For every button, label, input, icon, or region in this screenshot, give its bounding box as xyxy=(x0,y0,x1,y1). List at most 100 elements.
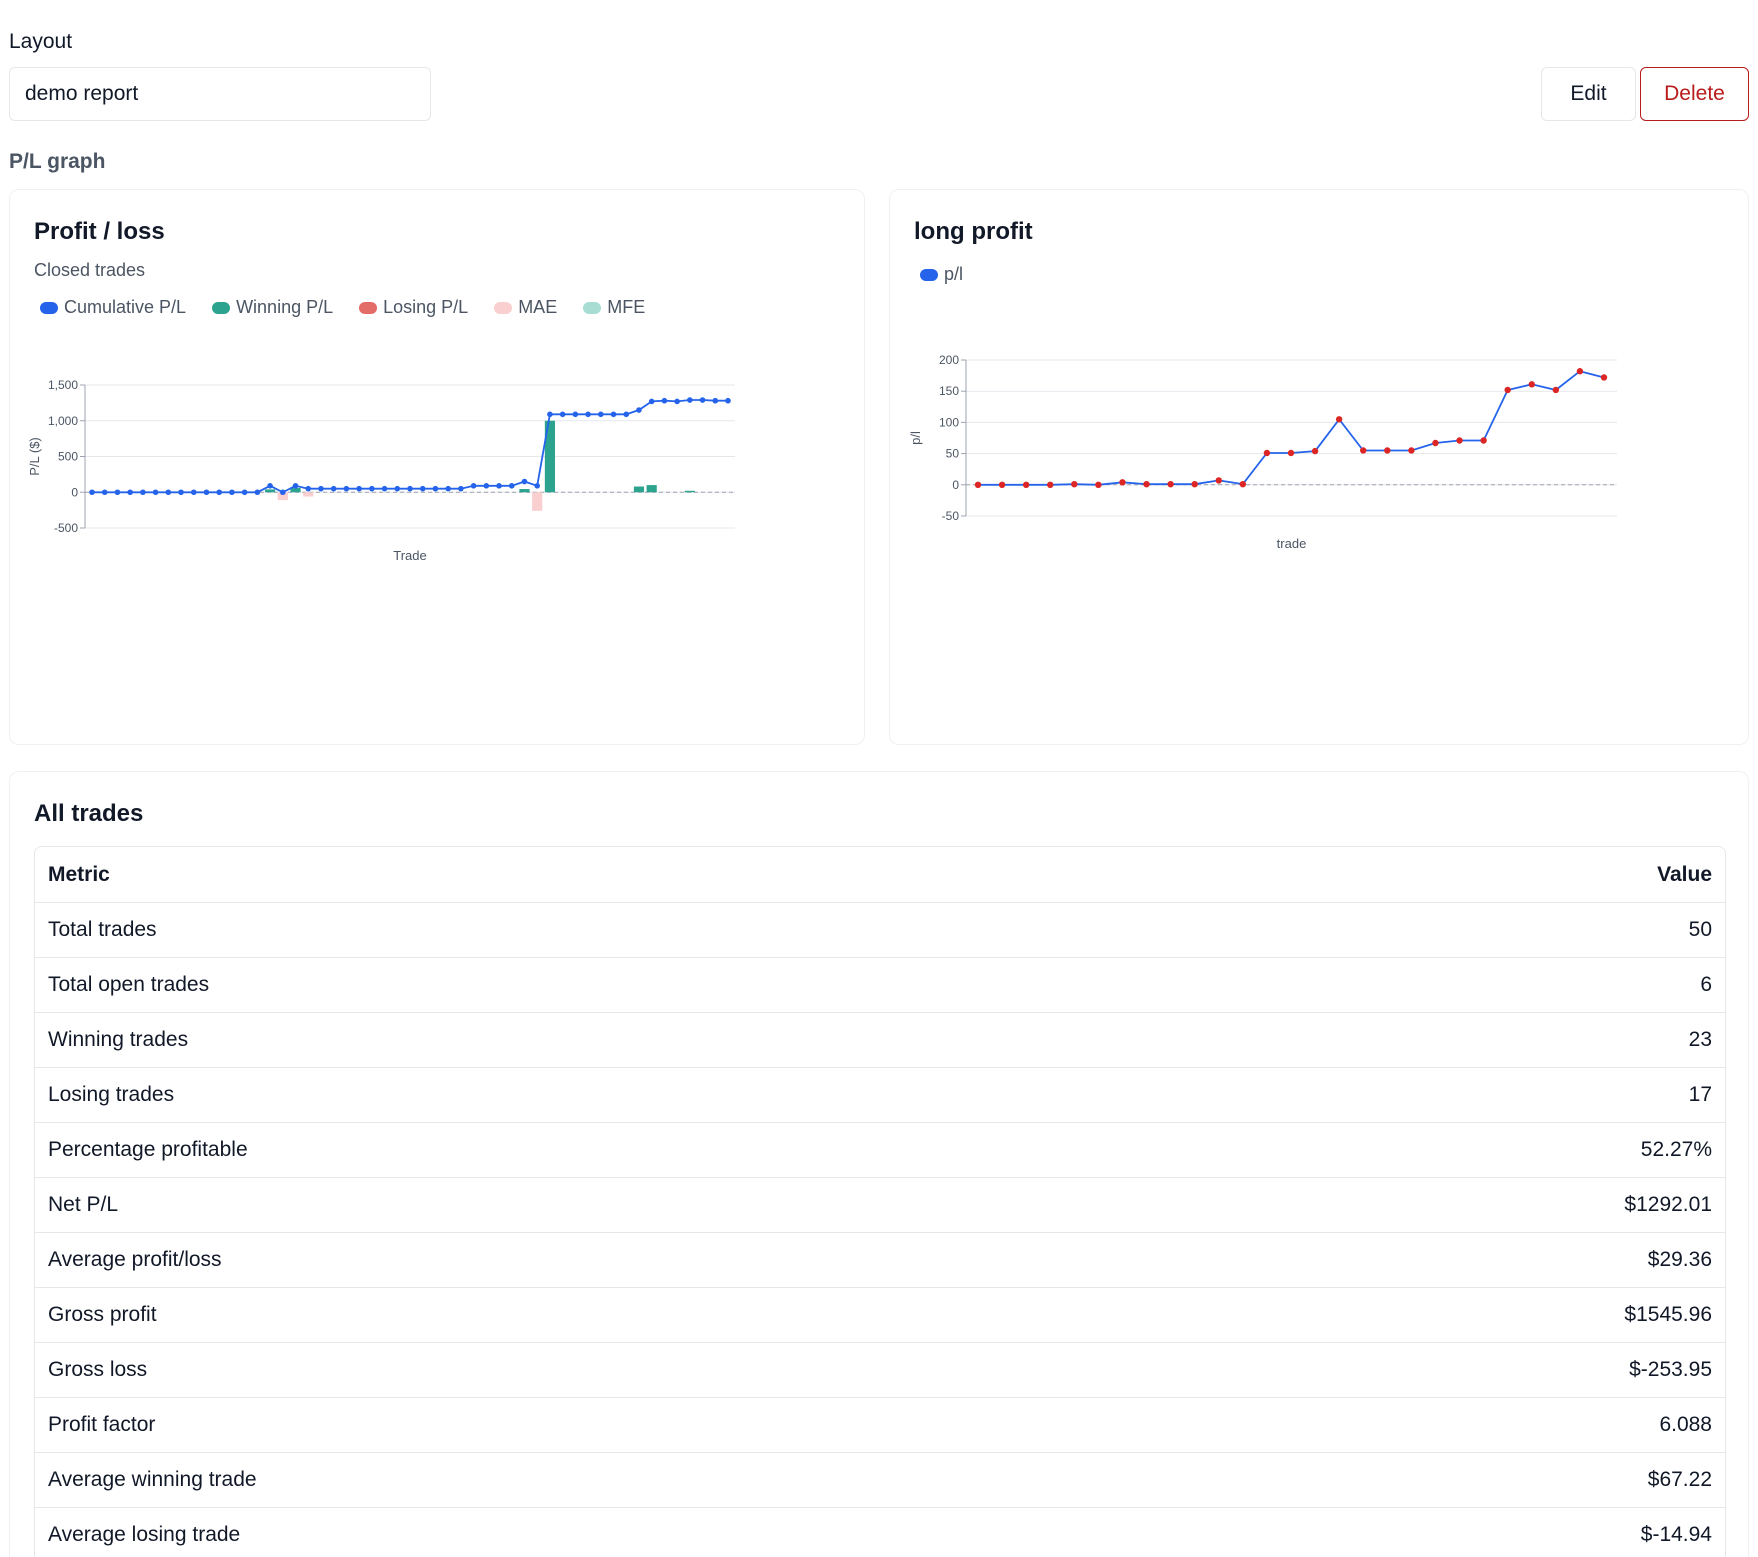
data-point xyxy=(1552,386,1560,394)
bar xyxy=(277,492,288,501)
data-point xyxy=(1384,447,1391,454)
metric-cell: Profit factor xyxy=(48,1413,156,1436)
value-cell: 6 xyxy=(1700,973,1712,996)
data-point xyxy=(203,489,210,496)
value-cell: $-253.95 xyxy=(1629,1358,1712,1381)
metric-cell: Average profit/loss xyxy=(48,1248,222,1271)
table-row: Average winning trade $67.22 xyxy=(35,1452,1725,1507)
data-point xyxy=(470,483,477,489)
x-axis-label: trade xyxy=(1277,536,1307,551)
data-point xyxy=(1504,386,1511,394)
value-cell: $1545.96 xyxy=(1624,1303,1712,1326)
pl-chart-legend: Cumulative P/L Winning P/L Losing P/L MA… xyxy=(40,297,645,318)
legend-swatch xyxy=(494,301,513,314)
legend-label: MFE xyxy=(607,297,646,317)
delete-button[interactable]: Delete xyxy=(1640,67,1749,121)
data-point xyxy=(369,485,375,492)
all-trades-card: All trades Metric Value Total trades 50 To… xyxy=(9,771,1749,1557)
metric-cell: Net P/L xyxy=(48,1193,119,1216)
value-cell: 52.27% xyxy=(1640,1138,1712,1161)
data-point xyxy=(974,481,982,488)
header-value: Value xyxy=(1657,862,1712,886)
value-cell: $-14.94 xyxy=(1640,1523,1712,1546)
data-point xyxy=(1143,480,1150,488)
value-cell: 6.088 xyxy=(1659,1413,1712,1436)
layout-select[interactable]: demo report xyxy=(9,67,431,121)
legend-item-losing[interactable]: Losing P/L xyxy=(359,297,468,318)
x-axis-label: Trade xyxy=(393,548,426,563)
data-point xyxy=(1047,481,1054,488)
table-row: Winning trades 23 xyxy=(35,1012,1725,1067)
metric-cell: Total trades xyxy=(48,918,157,941)
pl-chart-title: Profit / loss xyxy=(34,218,165,245)
data-point xyxy=(458,485,464,492)
bar xyxy=(684,490,695,493)
y-axis-label: P/L ($) xyxy=(27,437,42,476)
data-point xyxy=(165,489,172,496)
data-point xyxy=(1335,416,1343,423)
data-point xyxy=(1311,447,1319,455)
table-row: Gross loss $-253.95 xyxy=(35,1342,1725,1397)
data-point xyxy=(356,485,362,492)
legend-item-pl[interactable]: p/l xyxy=(920,264,963,285)
y-axis-label: p/l xyxy=(908,431,923,445)
data-point xyxy=(216,489,222,496)
long-chart-card: long profit p/l -50 0 50 100 150 200 trade p/l xyxy=(889,189,1749,745)
data-point xyxy=(114,489,121,496)
data-point xyxy=(623,411,630,418)
y-tick-label: 1,500 xyxy=(48,378,78,392)
data-point xyxy=(559,411,566,418)
legend-item-cumulative[interactable]: Cumulative P/L xyxy=(40,297,186,318)
data-point xyxy=(636,407,642,413)
data-point xyxy=(1456,437,1463,444)
value-cell: $29.36 xyxy=(1647,1248,1712,1271)
data-point xyxy=(687,397,693,403)
bar xyxy=(646,485,657,493)
legend-swatch xyxy=(359,301,378,314)
data-point xyxy=(1600,374,1608,381)
data-point xyxy=(496,483,502,489)
data-point xyxy=(521,478,528,485)
header-metric: Metric xyxy=(48,862,110,886)
data-point xyxy=(241,489,248,496)
metric-cell: Winning trades xyxy=(48,1028,189,1051)
table-row: Average profit/loss $29.36 xyxy=(35,1232,1725,1287)
data-point xyxy=(190,489,197,496)
value-cell: 23 xyxy=(1688,1028,1712,1051)
edit-button[interactable]: Edit xyxy=(1541,67,1636,121)
legend-item-mae[interactable]: MAE xyxy=(494,297,557,318)
value-cell: 50 xyxy=(1688,918,1712,941)
data-point xyxy=(1408,447,1415,454)
metric-cell: Losing trades xyxy=(48,1083,175,1106)
legend-item-mfe[interactable]: MFE xyxy=(583,297,645,318)
bar xyxy=(290,487,301,493)
data-point xyxy=(381,485,388,492)
table-row: Total open trades 6 xyxy=(35,957,1725,1012)
table-row: Percentage profitable 52.27% xyxy=(35,1122,1725,1177)
table-header-row: Metric Value xyxy=(35,847,1725,902)
series-line xyxy=(92,399,728,494)
data-point xyxy=(1095,481,1102,488)
pl-chart-card: Profit / loss Closed trades Cumulative P… xyxy=(9,189,865,745)
y-tick-label: 200 xyxy=(939,353,959,367)
data-point xyxy=(699,397,706,403)
layout-label: Layout xyxy=(9,30,73,53)
data-point xyxy=(89,489,95,496)
data-point xyxy=(292,483,299,489)
table-row: Net P/L $1292.01 xyxy=(35,1177,1725,1232)
data-point xyxy=(508,483,515,489)
data-point xyxy=(598,411,604,418)
bar xyxy=(264,489,276,493)
data-point xyxy=(572,411,579,418)
legend-label: MAE xyxy=(518,297,558,317)
y-tick-label: 1,000 xyxy=(48,414,78,428)
data-point xyxy=(725,397,731,404)
bar xyxy=(544,420,556,493)
data-point xyxy=(432,485,439,492)
data-point xyxy=(661,397,668,404)
data-point xyxy=(1480,437,1487,444)
legend-item-winning[interactable]: Winning P/L xyxy=(212,297,333,318)
data-point xyxy=(343,485,350,492)
bar xyxy=(303,492,314,497)
bar xyxy=(519,489,530,493)
